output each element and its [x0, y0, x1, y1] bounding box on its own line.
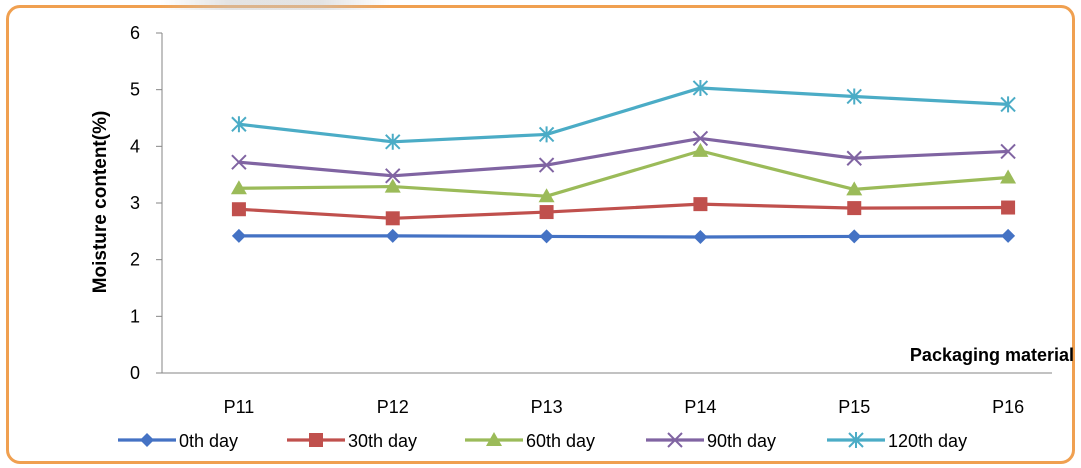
data-point	[385, 228, 400, 243]
data-point	[692, 142, 709, 157]
legend-item: 120th day	[827, 431, 967, 451]
data-point	[847, 201, 862, 216]
data-point	[384, 178, 401, 193]
y-axis-title: Moisture content(%)	[90, 111, 111, 294]
series-120th-day	[231, 79, 1016, 150]
data-point	[140, 433, 154, 447]
data-point	[231, 154, 247, 170]
y-tick-label: 0	[130, 363, 140, 383]
x-tick-label: P12	[377, 397, 409, 417]
data-point	[846, 150, 862, 166]
legend: 0th day 30th day 60th day 90th day 120th day	[118, 431, 967, 451]
series-line	[238, 86, 1009, 144]
series-line	[238, 234, 1009, 239]
legend-item: 30th day	[287, 431, 417, 451]
data-point	[1000, 96, 1016, 113]
x-tick-label: P15	[838, 397, 870, 417]
decorative-smear	[160, 0, 390, 10]
data-point	[1001, 200, 1016, 215]
y-tick-label: 5	[130, 80, 140, 100]
data-point	[692, 130, 709, 147]
data-point	[692, 79, 709, 96]
y-tick-label: 2	[130, 250, 140, 270]
data-point	[385, 211, 400, 226]
data-point	[538, 157, 555, 173]
x-tick-label: P16	[992, 397, 1024, 417]
data-point	[667, 432, 683, 448]
series-line	[238, 202, 1009, 220]
legend-item: 60th day	[465, 431, 595, 451]
data-point	[538, 188, 555, 203]
data-point	[309, 433, 323, 447]
y-tick-label: 4	[130, 136, 140, 156]
data-point	[230, 180, 247, 195]
y-tick-label: 6	[130, 23, 140, 43]
series-90th-day	[231, 130, 1016, 184]
data-point	[486, 432, 502, 446]
legend-label: 30th day	[348, 431, 417, 451]
legend-item: 0th day	[118, 431, 238, 451]
series-30th-day	[231, 197, 1016, 226]
data-point	[1001, 228, 1016, 243]
chart-frame	[6, 5, 1075, 464]
data-point	[693, 230, 708, 244]
series-60th-day	[230, 142, 1017, 203]
data-point	[385, 133, 401, 150]
series-0th-day	[231, 228, 1016, 244]
data-point	[539, 229, 554, 244]
data-point	[231, 228, 246, 243]
x-axis-title: Packaging material	[910, 345, 1074, 365]
data-point	[231, 202, 246, 217]
series-line	[238, 136, 1009, 178]
x-tick-label: P11	[224, 397, 255, 417]
data-point	[538, 126, 555, 143]
legend-label: 90th day	[707, 431, 776, 451]
y-tick-label: 3	[130, 193, 140, 213]
legend-label: 120th day	[888, 431, 967, 451]
x-tick-label: P14	[684, 397, 716, 417]
x-tick-label: P13	[531, 397, 563, 417]
data-point	[385, 168, 401, 184]
series-line	[238, 149, 1009, 198]
legend-label: 60th day	[526, 431, 595, 451]
data-point	[539, 205, 554, 220]
data-point	[231, 116, 247, 133]
data-point	[693, 197, 708, 212]
y-tick-label: 1	[130, 306, 140, 326]
data-point	[1000, 143, 1016, 160]
data-point	[846, 88, 862, 105]
legend-item: 90th day	[646, 431, 776, 451]
data-point	[846, 181, 863, 196]
data-point	[1000, 169, 1017, 184]
data-point	[847, 229, 862, 244]
axes: 0 1 2 3 4 5 6 P11 P12 P13 P14 P15 P16	[130, 23, 1052, 417]
legend-label: 0th day	[179, 431, 238, 451]
series-layer	[230, 79, 1017, 244]
data-point	[848, 432, 864, 448]
